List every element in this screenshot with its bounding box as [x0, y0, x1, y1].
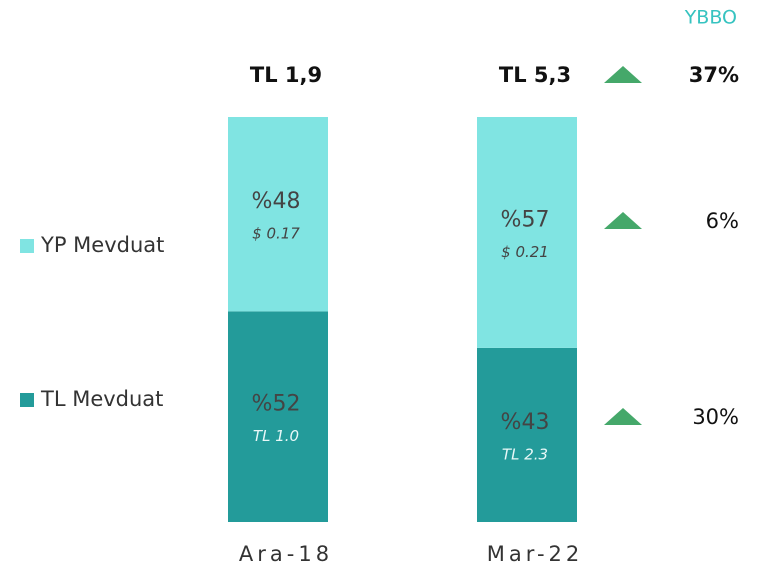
- growth-arrow: [604, 408, 642, 425]
- growth-arrow: [604, 212, 642, 229]
- amount-label: TL 1.0: [253, 427, 299, 445]
- x-tick-label: Ara-18: [239, 542, 333, 566]
- bar-segment: [477, 117, 577, 348]
- growth-label: 30%: [692, 405, 739, 429]
- growth-label: 37%: [689, 63, 739, 87]
- value-label: %48: [252, 189, 301, 214]
- legend-swatch: [20, 239, 34, 253]
- total-label: TL 5,3: [499, 63, 571, 87]
- legend-label: YP Mevduat: [40, 233, 164, 257]
- value-label: %57: [501, 207, 550, 232]
- total-label: TL 1,9: [250, 63, 322, 87]
- x-tick-label: Mar-22: [487, 542, 584, 566]
- growth-title: YBBO: [684, 7, 737, 29]
- growth-label: 6%: [706, 209, 739, 233]
- amount-label: TL 2.3: [502, 445, 548, 463]
- legend-label: TL Mevduat: [40, 387, 163, 411]
- legend-swatch: [20, 393, 34, 407]
- value-label: %43: [501, 410, 550, 435]
- growth-arrow: [604, 66, 642, 83]
- bar-segment: [477, 347, 577, 522]
- amount-label: $ 0.17: [252, 225, 300, 243]
- bar-segment: [228, 311, 328, 522]
- value-label: %52: [252, 392, 301, 417]
- bar-segment: [228, 117, 328, 312]
- amount-label: $ 0.21: [501, 243, 549, 261]
